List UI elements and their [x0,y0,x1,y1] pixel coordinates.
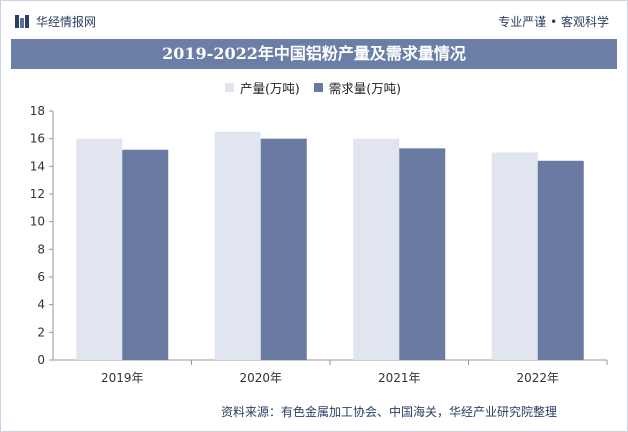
bar-demand [260,138,307,360]
top-bar: 华经情报网 专业严谨 • 客观科学 [1,1,627,39]
chart-legend: 产量(万吨) 需求量(万吨) [225,78,415,97]
y-tick-label: 8 [37,242,45,256]
legend-item-production: 产量(万吨) [225,78,300,97]
bar-production [353,138,400,360]
bar-production [491,152,538,360]
x-tick-label: 2022年 [516,371,559,385]
bar-demand [122,149,169,360]
chart-title: 2019-2022年中国铝粉产量及需求量情况 [11,39,617,69]
brand-name: 华经情报网 [36,15,97,29]
legend-item-demand: 需求量(万吨) [313,78,402,97]
y-tick-label: 18 [30,104,45,118]
bar-production [76,138,123,360]
legend-swatch-production [225,83,234,92]
y-tick-label: 6 [37,270,45,284]
y-tick-label: 2 [37,325,45,339]
x-tick-label: 2019年 [101,371,144,385]
legend-label-production: 产量(万吨) [240,81,300,96]
legend-label-demand: 需求量(万吨) [328,81,402,96]
y-tick-label: 14 [30,159,45,173]
x-tick-label: 2020年 [239,371,282,385]
x-tick-label: 2021年 [378,371,421,385]
y-tick-label: 10 [30,215,45,229]
tagline: 专业严谨 • 客观科学 [498,15,609,29]
source-note: 资料来源：有色金属加工协会、中国海关，华经产业研究院整理 [221,405,558,419]
bar-demand [399,148,446,360]
y-tick-label: 4 [37,298,45,312]
y-tick-label: 12 [30,187,45,201]
brand: 华经情报网 [15,13,96,30]
bar-production [214,131,261,360]
legend-swatch-demand [313,83,323,92]
bar-chart: 0 2 4 6 8 10 12 14 16 18 2019年 2020年 2021年 2022年 [30,104,608,385]
y-tick-label: 0 [37,353,45,367]
brand-logo-icon [15,15,29,28]
bar-demand [537,160,584,360]
y-tick-label: 16 [30,132,45,146]
